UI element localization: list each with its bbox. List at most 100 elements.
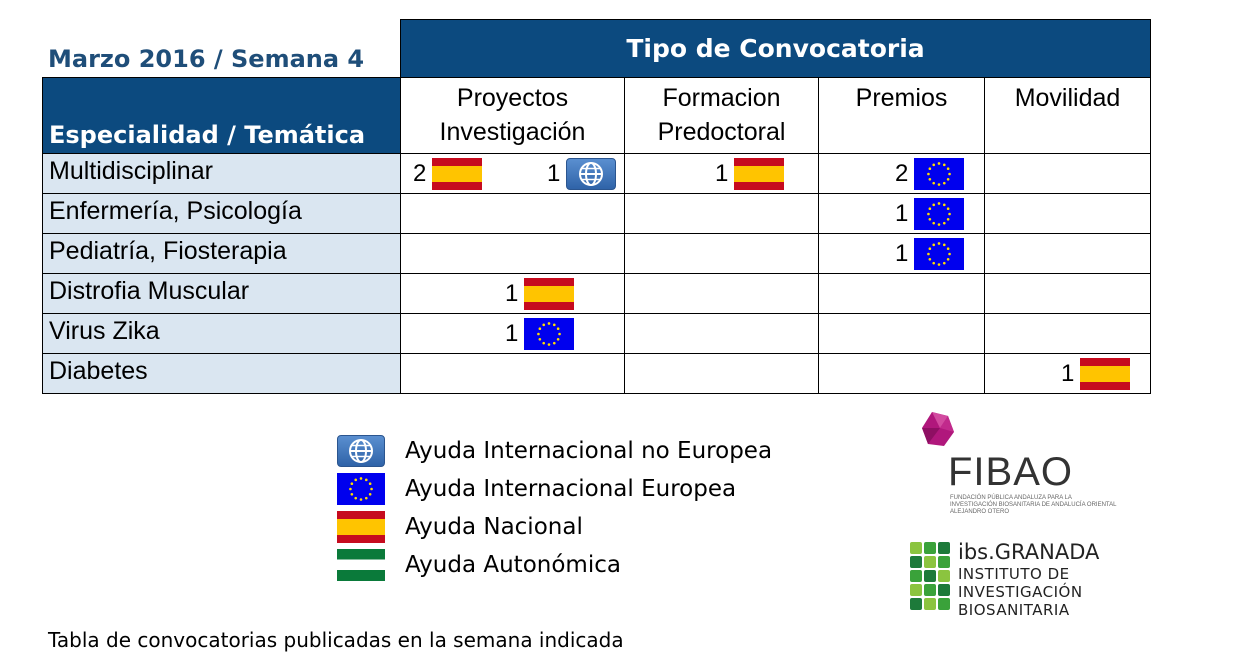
eu-star	[542, 341, 546, 345]
cell-premios	[818, 313, 985, 354]
call-entry: 1	[1061, 356, 1131, 392]
cell-premios: 2	[818, 153, 985, 194]
eu-star	[932, 163, 936, 167]
eu-star	[928, 167, 932, 171]
eu-star	[938, 202, 941, 205]
caption: Tabla de convocatorias publicadas en la …	[48, 628, 624, 652]
cell-movilidad	[984, 233, 1151, 274]
eu-star	[368, 482, 372, 486]
call-count: 1	[1061, 360, 1075, 387]
eu-flag-icon	[337, 473, 385, 505]
eu-star	[943, 221, 946, 225]
eu-star	[938, 263, 941, 266]
eu-star	[932, 181, 936, 185]
globe-icon	[337, 435, 385, 467]
cell-proyectos: 1	[400, 273, 625, 314]
eu-star	[938, 223, 941, 226]
cell-premios: 1	[818, 233, 985, 274]
row-label: Enfermería, Psicología	[42, 193, 401, 234]
legend-label: Ayuda Autonómica	[405, 552, 621, 578]
cell-movilidad	[984, 193, 1151, 234]
eu-star	[354, 478, 358, 482]
call-count: 2	[895, 160, 909, 187]
call-entry: 2	[413, 156, 483, 192]
andalusia-flag-icon	[337, 549, 385, 581]
legend: Ayuda Internacional no Europea Ayuda Int…	[337, 432, 772, 584]
cell-premios	[818, 273, 985, 314]
convocatorias-table: Tipo de Convocatoria Especialidad / Temá…	[42, 19, 1151, 394]
eu-star	[557, 327, 560, 331]
eu-star	[947, 247, 950, 251]
cell-proyectos	[400, 233, 625, 274]
eu-star	[927, 252, 931, 256]
eu-star	[928, 207, 932, 211]
spain-flag-icon	[337, 511, 385, 543]
eu-flag-icon	[914, 198, 965, 230]
eu-star	[553, 341, 556, 345]
column-header-movilidad: Movilidad	[984, 77, 1151, 154]
column-header-line1: Premios	[855, 84, 948, 112]
legend-item: Ayuda Internacional no Europea	[337, 432, 772, 470]
cell-movilidad	[984, 273, 1151, 314]
eu-star	[927, 172, 931, 176]
cell-formacion	[624, 233, 819, 274]
row-label: Distrofia Muscular	[42, 273, 401, 314]
cell-proyectos: 2 1	[400, 153, 625, 194]
call-count: 1	[547, 160, 561, 187]
column-header-line1: Formacion	[662, 84, 781, 112]
eu-flag-icon	[914, 158, 965, 190]
eu-star	[947, 207, 950, 211]
legend-label: Ayuda Nacional	[405, 514, 583, 540]
eu-star	[948, 212, 952, 216]
row-label: Virus Zika	[42, 313, 401, 354]
eu-star	[947, 257, 950, 261]
call-count: 1	[715, 160, 729, 187]
call-entry: 1	[895, 236, 965, 272]
eu-star	[364, 496, 368, 500]
eu-flag-icon	[914, 238, 965, 270]
column-header-line1: Proyectos	[456, 84, 569, 112]
eu-star	[558, 332, 562, 336]
column-header-formacion: Formacion Predoctoral	[624, 77, 819, 154]
fibao-mark-icon	[922, 412, 954, 446]
eu-star	[947, 177, 950, 181]
cell-formacion: 1	[624, 153, 819, 194]
spain-flag-icon	[734, 158, 785, 190]
eu-star	[370, 487, 373, 491]
row-label: Diabetes	[42, 353, 401, 394]
call-entry: 1	[895, 196, 965, 232]
call-count: 2	[413, 160, 427, 187]
period-title: Marzo 2016 / Semana 4	[48, 45, 365, 73]
eu-star	[928, 247, 932, 251]
cell-proyectos	[400, 193, 625, 234]
cell-premios: 1	[818, 193, 985, 234]
table-row-multidisciplinar: Multidisciplinar 2 1 1 2	[42, 153, 1151, 194]
eu-star	[553, 323, 556, 327]
globe-icon	[566, 158, 617, 190]
table-row-enfermeria: Enfermería, Psicología 1	[42, 193, 1151, 234]
ibs-line3: BIOSANITARIA	[958, 601, 1070, 619]
table-row-distrofia: Distrofia Muscular 1	[42, 273, 1151, 314]
eu-star	[947, 167, 950, 171]
call-entry: 1	[715, 156, 785, 192]
eu-star	[943, 243, 946, 247]
eu-star	[932, 243, 936, 247]
eu-star	[928, 177, 932, 181]
column-header-proyectos: Proyectos Investigación	[400, 77, 625, 154]
legend-label: Ayuda Internacional Europea	[405, 476, 737, 502]
eu-star	[350, 492, 354, 496]
eu-star	[947, 217, 950, 221]
eu-star	[943, 181, 946, 185]
blank-corner	[43, 20, 401, 78]
call-entry: 1	[547, 156, 617, 192]
eu-star	[943, 261, 946, 265]
cell-movilidad	[984, 313, 1151, 354]
eu-star	[538, 327, 542, 331]
cell-movilidad: 1	[984, 353, 1151, 394]
eu-star	[359, 477, 363, 480]
cell-movilidad	[984, 153, 1151, 194]
fibao-name: FIBAO	[948, 450, 1074, 494]
eu-star	[364, 478, 368, 482]
eu-star	[932, 221, 936, 225]
spain-flag-icon	[432, 158, 483, 190]
